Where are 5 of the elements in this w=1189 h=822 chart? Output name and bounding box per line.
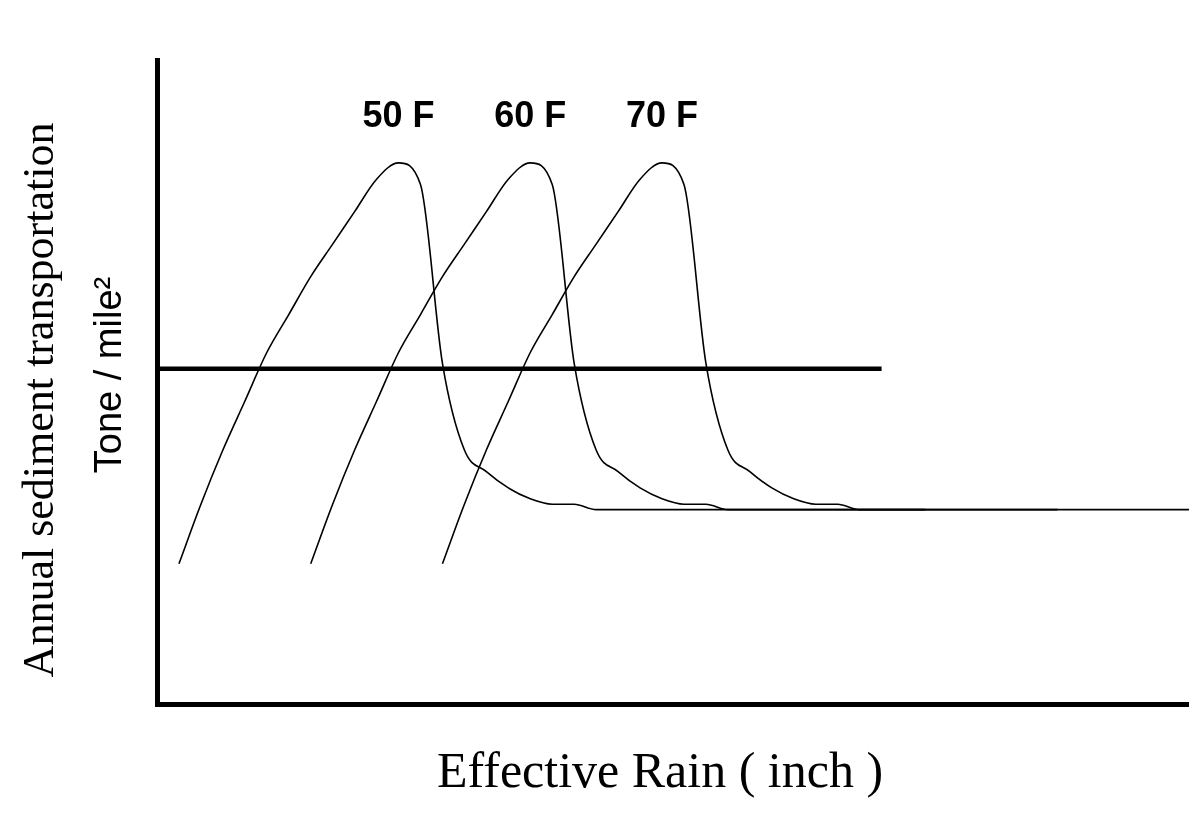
series-label: 60 F	[494, 93, 567, 135]
series-label: 70 F	[626, 93, 699, 135]
series-label: 50 F	[362, 93, 435, 135]
y-axis-title: Annual sediment transportation Tone / mile²	[12, 122, 130, 678]
x-axis-title: Effective Rain ( inch )	[436, 741, 884, 799]
